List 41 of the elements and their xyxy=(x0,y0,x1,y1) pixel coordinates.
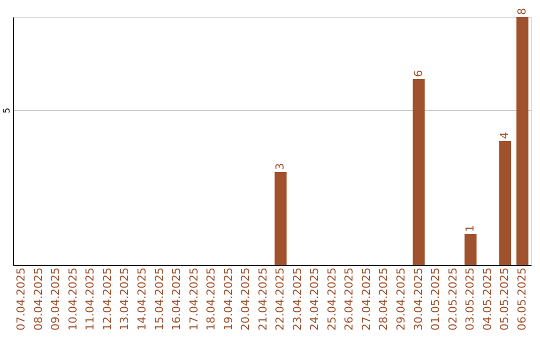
x-tick-label: 02.05.2025 xyxy=(446,268,460,330)
x-tick-label: 21.04.2025 xyxy=(256,268,270,330)
x-tick-label: 24.04.2025 xyxy=(308,268,322,330)
x-tick-label: 10.04.2025 xyxy=(66,268,80,330)
data-label: 3 xyxy=(274,163,287,170)
data-label: 4 xyxy=(498,132,512,139)
data-label: 1 xyxy=(464,225,477,232)
bar xyxy=(464,234,477,265)
y-tick-label: 5 xyxy=(2,108,12,114)
x-tick-label: 29.04.2025 xyxy=(394,268,408,330)
x-tick-label: 28.04.2025 xyxy=(377,268,390,330)
x-tick-label: 17.04.2025 xyxy=(187,268,200,330)
data-label: 8 xyxy=(515,8,528,15)
x-tick-label: 12.04.2025 xyxy=(100,268,114,330)
x-tick-label: 16.04.2025 xyxy=(170,268,184,330)
x-tick-label: 01.05.2025 xyxy=(429,268,442,330)
x-tick-label: 18.04.2025 xyxy=(204,268,218,330)
x-tick-label: 08.04.2025 xyxy=(32,268,45,330)
x-tick-label: 07.04.2025 xyxy=(14,268,28,330)
x-tick-label: 20.04.2025 xyxy=(239,268,252,330)
bar xyxy=(516,17,528,265)
x-tick-label: 14.04.2025 xyxy=(136,268,148,330)
x-tick-label: 03.05.2025 xyxy=(464,268,477,330)
x-tick-label: 09.04.2025 xyxy=(49,268,62,330)
x-tick-label: 26.04.2025 xyxy=(342,268,356,330)
x-tick-label: 15.04.2025 xyxy=(152,268,166,330)
x-tick-label: 05.05.2025 xyxy=(498,268,512,330)
x-tick-label: 27.04.2025 xyxy=(360,268,373,330)
x-tick-label: 22.04.2025 xyxy=(274,268,287,330)
x-tick-label: 30.04.2025 xyxy=(412,268,425,330)
x-tick-label: 13.04.2025 xyxy=(118,268,132,330)
bar xyxy=(499,141,512,265)
x-tick-label: 11.04.2025 xyxy=(84,268,97,330)
x-tick-label: 06.05.2025 xyxy=(515,268,528,330)
bar xyxy=(274,172,287,265)
bar xyxy=(412,79,425,265)
x-tick-label: 19.04.2025 xyxy=(222,268,235,330)
x-tick-label: 25.04.2025 xyxy=(325,268,338,330)
x-tick-label: 23.04.2025 xyxy=(290,268,304,330)
x-tick-label: 04.05.2025 xyxy=(480,268,494,330)
data-label: 6 xyxy=(412,70,425,77)
